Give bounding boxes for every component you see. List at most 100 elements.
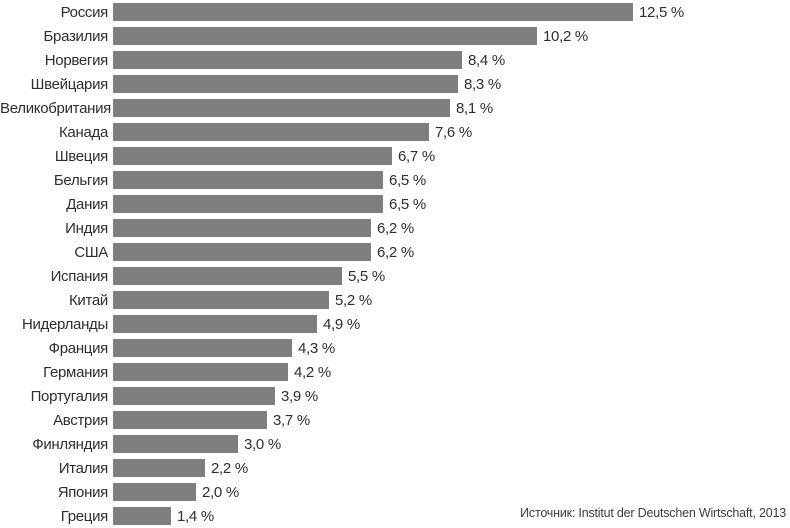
bar-area: 5,2 % [113,288,790,312]
value-label: 3,9 % [281,387,318,405]
value-label: 1,4 % [177,507,214,525]
bar [113,483,196,501]
bar-row: Греция 1,4 % [0,504,790,528]
category-label: Япония [57,483,109,501]
value-label: 6,5 % [389,171,426,189]
bar [113,219,371,237]
bar-row: Китай 5,2 % [0,288,790,312]
bar [113,363,288,381]
bar [113,99,450,117]
category-label: Швейцария [30,75,109,93]
category-label: Великобритания [0,99,111,117]
bar-row: Италия 2,2 % [0,456,790,480]
bar-area: 4,9 % [113,312,790,336]
bar-area: 6,5 % [113,168,790,192]
category-label: Франция [48,339,109,357]
bar [113,3,633,21]
bar [113,339,292,357]
value-label: 2,0 % [202,483,239,501]
value-label: 8,1 % [456,99,493,117]
category-label: Швеция [54,147,108,165]
bar-area: 3,7 % [113,408,790,432]
category-label: Бельгия [53,171,108,189]
bar [113,435,238,453]
bar-area: 4,2 % [113,360,790,384]
bar-area: 10,2 % [113,24,790,48]
bar [113,315,317,333]
value-label: 8,3 % [464,75,501,93]
bar-area: 1,4 % [113,504,790,528]
category-label: Бразилия [43,27,109,45]
bar-row: Канада 7,6 % [0,120,790,144]
bar [113,267,342,285]
bar-row: Норвегия 8,4 % [0,48,790,72]
bar-area: 6,2 % [113,216,790,240]
bar-row: Швеция 6,7 % [0,144,790,168]
bar-area: 8,3 % [113,72,790,96]
bar [113,243,371,261]
bar-row: Финляндия 3,0 % [0,432,790,456]
category-label: Канада [58,123,108,141]
category-label: Финляндия [32,435,108,453]
value-label: 5,5 % [348,267,385,285]
bar-row: Япония 2,0 % [0,480,790,504]
bar-row: Великобритания 8,1 % [0,96,790,120]
bar [113,27,537,45]
category-label: Дания [66,195,108,213]
value-label: 10,2 % [543,27,588,45]
category-label: Китай [68,291,108,309]
category-label: Греция [60,507,109,525]
value-label: 6,2 % [377,219,414,237]
bar-area: 8,4 % [113,48,790,72]
bar-row: Франция 4,3 % [0,336,790,360]
value-label: 2,2 % [211,459,248,477]
bar-area: 5,5 % [113,264,790,288]
bar [113,195,383,213]
bar-area: 8,1 % [113,96,790,120]
category-label: Россия [60,3,109,21]
bar-area: 2,0 % [113,480,790,504]
value-label: 7,6 % [435,123,472,141]
bar-area: 7,6 % [113,120,790,144]
bar [113,75,458,93]
bar-row: Бразилия 10,2 % [0,24,790,48]
value-label: 8,4 % [468,51,505,69]
value-label: 12,5 % [639,3,684,21]
value-label: 6,2 % [377,243,414,261]
value-label: 4,9 % [323,315,360,333]
bar-row: Дания 6,5 % [0,192,790,216]
value-label: 6,5 % [389,195,426,213]
value-label: 4,2 % [294,363,331,381]
bar-area: 3,0 % [113,432,790,456]
bar [113,123,429,141]
bar-row: Австрия 3,7 % [0,408,790,432]
bar-row: Бельгия 6,5 % [0,168,790,192]
bar-area: 6,5 % [113,192,790,216]
value-label: 3,7 % [273,411,310,429]
bar-area: 6,2 % [113,240,790,264]
bar-area: 4,3 % [113,336,790,360]
bar-area: 12,5 % [113,0,790,24]
bar [113,387,275,405]
category-label: Германия [43,363,108,381]
bar-row: Индия 6,2 % [0,216,790,240]
bar-row: Португалия 3,9 % [0,384,790,408]
bar [113,291,329,309]
bar-area: 3,9 % [113,384,790,408]
bar-area: 6,7 % [113,144,790,168]
bar [113,459,205,477]
bar-row: Нидерланды 4,9 % [0,312,790,336]
value-label: 6,7 % [398,147,435,165]
source-note: Источник: Institut der Deutschen Wirtsch… [520,506,786,520]
bar-row: Швейцария 8,3 % [0,72,790,96]
bar-row: США 6,2 % [0,240,790,264]
value-label: 5,2 % [335,291,372,309]
bar [113,147,392,165]
bar-row: Россия 12,5 % [0,0,790,24]
bar-row: Германия 4,2 % [0,360,790,384]
category-label: Италия [58,459,109,477]
category-label: Австрия [53,411,108,429]
value-label: 3,0 % [244,435,281,453]
